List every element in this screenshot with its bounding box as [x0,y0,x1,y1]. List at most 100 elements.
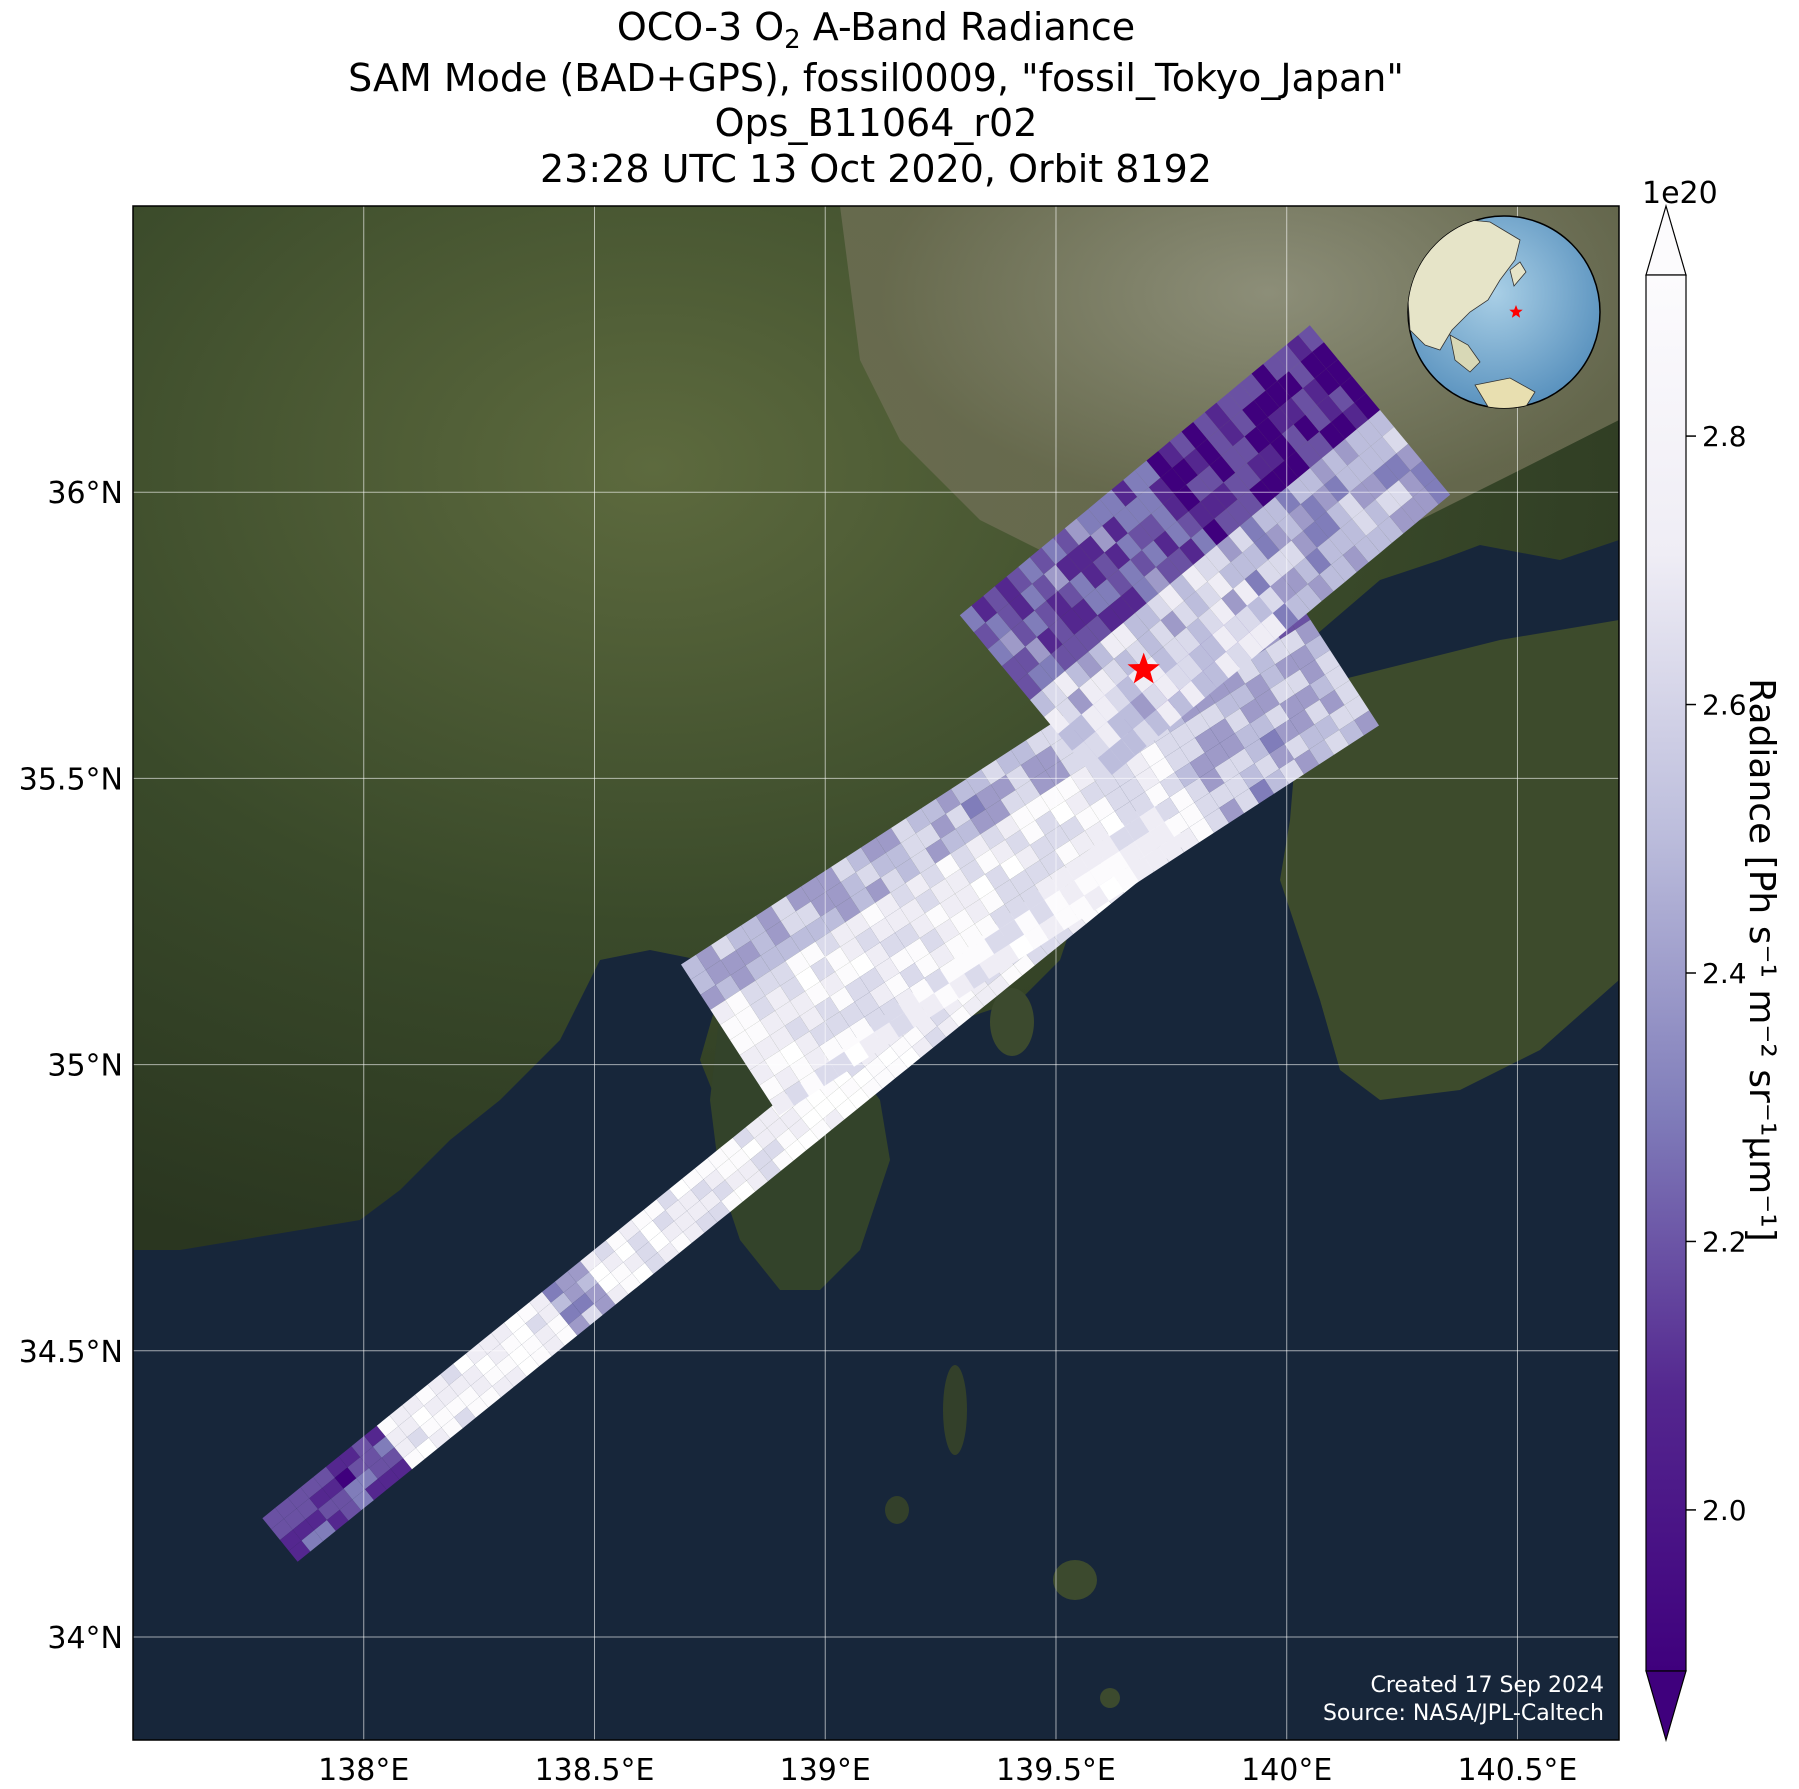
swath-cell [915,1015,938,1037]
swath-cell [1105,786,1130,812]
swath-cell [483,1365,505,1387]
swath-cell [1260,664,1285,689]
swath-cell [1233,579,1259,606]
swath-cell [1334,680,1360,705]
swath-cell [1279,540,1306,568]
swath-cell [1095,579,1121,606]
swath-cell [1401,497,1427,524]
swath-cell [935,853,961,879]
swath-cell [619,1273,641,1295]
swath-cell [1029,547,1056,575]
swath-cell [824,1011,850,1037]
swath-cell [1124,816,1150,842]
swath-cell [1135,603,1161,630]
swath-cell [1044,707,1070,734]
swath-cell [725,990,751,1016]
colorbar-extend-low [1645,1670,1687,1743]
swath-cell [1200,634,1227,662]
swath-cell [1218,419,1245,447]
swath-cell [1302,378,1329,406]
swath-cell [850,952,875,978]
swath-cell [769,1025,795,1051]
swath-cell [1102,516,1128,543]
swath-cell [1329,705,1355,730]
swath-cell [904,938,930,963]
swath-cell [869,982,895,1008]
swath-cell [432,1406,455,1428]
swath-cell [1277,513,1304,541]
island-mikura [1100,1688,1120,1708]
swath-cell [555,1324,578,1346]
swath-cell [1295,619,1321,645]
swath-cell [1204,743,1230,768]
swath-cell [1279,694,1305,720]
swath-cell [593,1293,616,1315]
swath-cell [1092,552,1119,580]
swath-cell [1215,693,1240,719]
swath-cell [767,1117,789,1139]
swath-cell [1303,521,1329,548]
swath-cell [1149,822,1175,847]
swath-cell [601,1251,624,1273]
swath-cell [1079,845,1105,871]
swath-cell [979,954,1004,979]
swath-cell [1286,477,1313,505]
swath-cell [919,993,944,1018]
swath-cell [769,1090,794,1116]
swath-cell [576,1272,598,1294]
swath-cell [785,951,811,977]
globe-target-star-icon [1509,305,1523,318]
swath-cell [716,1158,738,1180]
swath-cell [899,962,925,988]
swath-cell [705,960,731,985]
colorbar-extend-high [1645,203,1687,276]
swath-cell [735,1005,760,1031]
swath-cell [1275,487,1301,514]
swath-cell [760,946,786,971]
swath-cell [360,1446,382,1468]
swath-cell [915,888,940,914]
swath-cell [1097,605,1124,633]
swath-cell [614,1241,636,1263]
swath-cell [1064,855,1090,881]
swath-cell [1011,740,1036,766]
swath-cell [861,837,886,863]
swath-cell [1163,637,1189,664]
swath-cell [840,937,865,962]
swath-cell [1027,663,1054,691]
swath-cell [1148,477,1175,505]
swath-cell [1162,494,1189,522]
swath-cell [746,1170,768,1192]
y-tick-label: 34.5°N [19,1335,123,1370]
swath-cell [415,1384,437,1406]
swath-cell [1183,448,1210,476]
swath-cell [1324,475,1350,502]
swath-cell [830,922,856,947]
y-tick-label: 34°N [47,1621,123,1656]
swath-cell [864,1007,890,1033]
swath-cell [1135,767,1160,792]
swath-cell [859,967,885,993]
swath-cell [1020,820,1045,845]
swath-cell [1009,869,1035,895]
swath-cell [678,1189,700,1211]
swath-cell [474,1354,497,1376]
swath-cell [436,1385,458,1407]
colorbar-tick-label: 2.4 [1702,957,1747,990]
swath-cell [711,935,736,961]
swath-cell [750,995,775,1021]
swath-cell [905,873,931,899]
swath-cell [730,965,756,991]
swath-cell [864,1056,887,1078]
swath-cell [964,963,989,989]
swath-cell [1034,600,1061,628]
swath-cell [339,1499,362,1521]
inset-globe [1407,215,1601,409]
swath-cell [1144,709,1171,737]
swath-cell [990,839,1015,865]
swath-cell [1040,785,1066,811]
swath-cell [759,1075,785,1101]
swath-cell [994,576,1021,604]
swath-cell [745,1020,770,1046]
swath-cell [1179,802,1205,828]
